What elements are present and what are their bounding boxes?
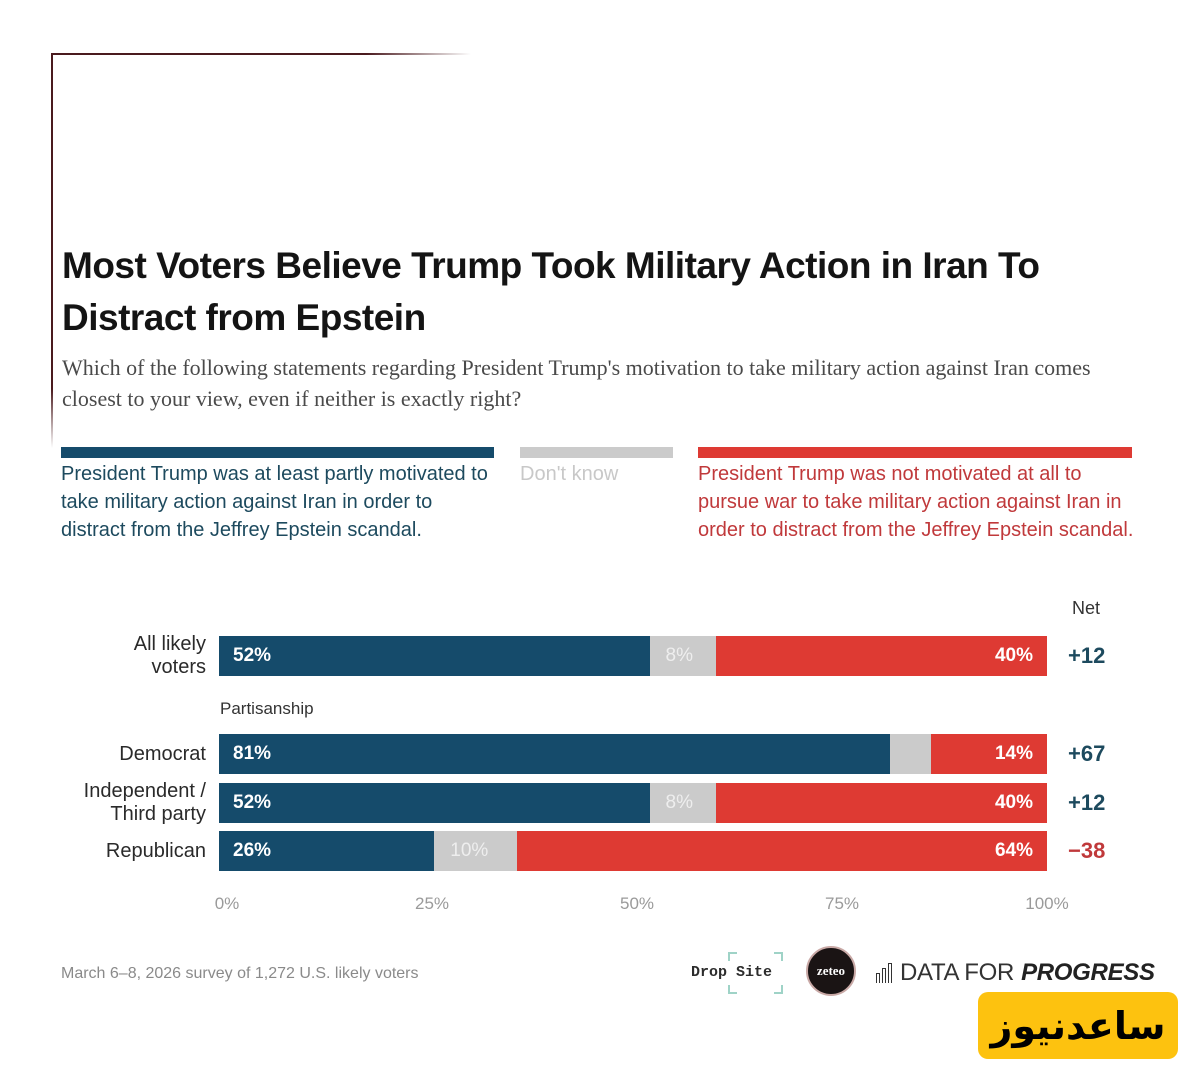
logo-corner-mark [728, 952, 737, 961]
bar-row: 81% 14% [219, 734, 1047, 774]
bar-segment-motivated [219, 734, 890, 774]
data-label: 64% [994, 840, 1033, 861]
legend-swatch-motivated [61, 447, 494, 458]
data-label: 10% [450, 840, 489, 861]
category-label-line: Republican [105, 839, 206, 862]
dfp-logo-text-2: PROGRESS [1021, 959, 1155, 986]
category-label-line: Third party [110, 803, 206, 825]
group-label-partisanship: Partisanship [220, 699, 314, 718]
bar-chart-icon [876, 963, 892, 983]
category-label: Independent / Third party [84, 780, 206, 826]
net-value: −38 [1068, 838, 1106, 863]
drop-site-logo: Drop Site [688, 952, 783, 994]
bar-segment-not-motivated [931, 734, 1047, 774]
bar-segment-motivated [219, 783, 650, 823]
data-label: 52% [233, 645, 272, 666]
chart-title: Most Voters Believe Trump Took Military … [62, 245, 1040, 338]
x-tick-label: 0% [214, 894, 240, 913]
x-tick-label: 75% [824, 894, 860, 913]
survey-footnote: March 6–8, 2026 survey of 1,272 U.S. lik… [61, 965, 419, 982]
net-value: +12 [1068, 643, 1106, 668]
bar-segment-not-motivated [715, 636, 1047, 676]
data-label: 8% [665, 645, 694, 666]
category-label-line: All likely [133, 633, 206, 655]
x-tick-label: 25% [414, 894, 450, 913]
logo-corner-mark [774, 952, 783, 961]
drop-site-logo-text: Drop Site [691, 964, 773, 981]
bar-segment-motivated [219, 831, 435, 871]
legend-label-not-motivated: President Trump was not motivated at all… [698, 463, 1134, 541]
x-tick-label: 50% [619, 894, 655, 913]
frame-border-top [51, 53, 471, 55]
legend-swatch-dont-know [520, 447, 673, 458]
bar-segment-motivated [219, 636, 650, 676]
bar-segment-dont-know [649, 783, 716, 823]
category-label: Republican [106, 840, 206, 863]
data-label: 8% [665, 792, 694, 813]
logo-corner-mark [774, 985, 783, 994]
net-value: +67 [1068, 741, 1106, 766]
data-for-progress-logo: DATA FOR PROGRESS [876, 959, 1155, 987]
category-label: All likely voters [134, 633, 206, 679]
zeteo-logo-text: zeteo [816, 963, 846, 978]
bar-segment-dont-know [889, 734, 932, 774]
bar-row: 26% 10% 64% [219, 831, 1047, 871]
bar-segment-dont-know [434, 831, 518, 871]
bar-segment-dont-know [649, 636, 716, 676]
data-label: 52% [233, 792, 272, 813]
chart-subtitle: Which of the following statements regard… [62, 355, 1091, 411]
data-label: 40% [994, 645, 1033, 666]
bar-segment-not-motivated [517, 831, 1047, 871]
frame-border-left [51, 53, 53, 448]
data-label: 81% [233, 743, 272, 764]
category-label-line: Independent / [83, 780, 206, 802]
dfp-logo-text-1: DATA FOR [900, 959, 1015, 986]
data-label: 14% [994, 743, 1033, 764]
net-value: +12 [1068, 790, 1106, 815]
bar-segment-not-motivated [715, 783, 1047, 823]
zeteo-logo: zeteo [806, 946, 856, 996]
data-label: 40% [994, 792, 1033, 813]
legend-label-dont-know: Don't know [520, 463, 619, 485]
watermark-badge: ساعدنیوز [978, 992, 1178, 1059]
category-label-line: voters [151, 656, 206, 678]
category-label: Democrat [119, 743, 206, 766]
category-label-line: Democrat [119, 742, 206, 765]
logo-corner-mark [728, 985, 737, 994]
legend-label-motivated: President Trump was at least partly moti… [61, 463, 488, 541]
net-column-header: Net [1072, 598, 1101, 618]
data-label: 26% [233, 840, 272, 861]
watermark-text: ساعدنیوز [990, 1003, 1166, 1048]
bar-row: 52% 8% 40% [219, 636, 1047, 676]
legend-swatch-not-motivated [698, 447, 1132, 458]
x-tick-label: 100% [1025, 894, 1069, 913]
bar-row: 52% 8% 40% [219, 783, 1047, 823]
